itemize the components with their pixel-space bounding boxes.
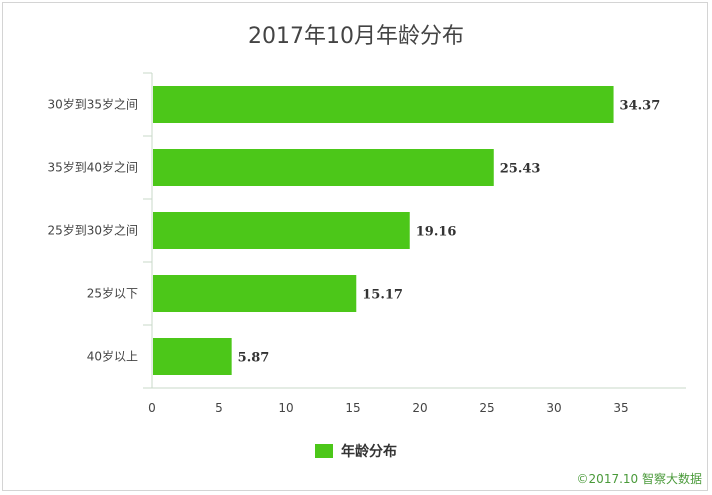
x-tick-label: 5 [215, 401, 223, 415]
legend[interactable]: 年龄分布 [0, 441, 712, 461]
bar [153, 86, 614, 123]
y-tick-label: 35岁到40岁之间 [47, 160, 138, 175]
x-tick-label: 35 [613, 401, 628, 415]
data-label: 15.17 [362, 288, 403, 303]
x-tick-label: 10 [278, 401, 293, 415]
y-tick-label: 25岁以下 [87, 286, 138, 301]
data-label: 25.43 [500, 162, 541, 177]
x-tick-label: 15 [345, 401, 360, 415]
data-label: 19.16 [416, 225, 457, 240]
data-label: 5.87 [238, 351, 270, 366]
x-tick-label: 30 [546, 401, 561, 415]
data-label: 34.37 [620, 99, 661, 114]
legend-label: 年龄分布 [341, 444, 397, 460]
footer-credit: ©2017.10 智察大数据 [576, 472, 702, 486]
y-tick-label: 25岁到30岁之间 [47, 223, 138, 238]
bar [153, 212, 410, 249]
bar [153, 149, 494, 186]
bar [153, 275, 357, 312]
bar [153, 338, 232, 375]
x-tick-label: 25 [479, 401, 494, 415]
x-tick-label: 0 [148, 401, 156, 415]
y-tick-label: 40岁以上 [87, 349, 138, 364]
y-tick-label: 30岁到35岁之间 [47, 97, 138, 112]
legend-swatch [315, 444, 333, 458]
x-tick-label: 20 [412, 401, 427, 415]
chart-title: 2017年10月年龄分布 [248, 24, 464, 49]
